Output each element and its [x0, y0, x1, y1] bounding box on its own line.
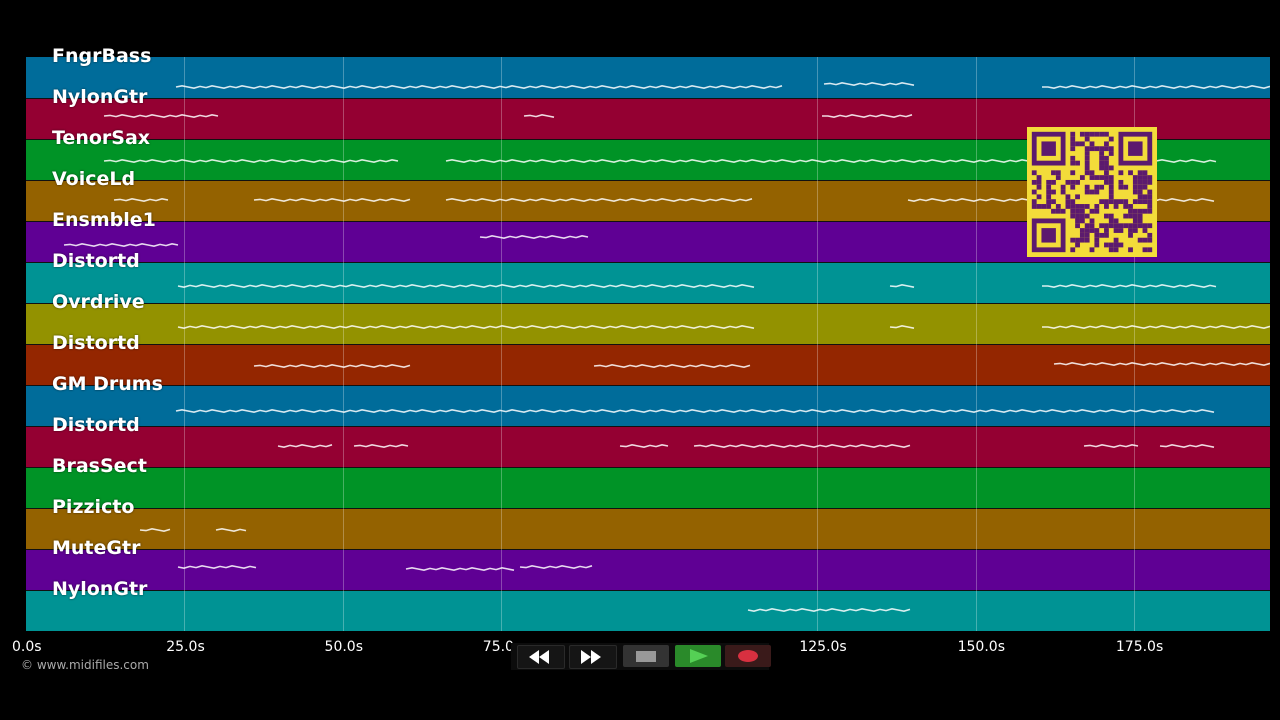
lane-divider [26, 549, 1270, 550]
play-button[interactable] [675, 645, 721, 667]
lane-divider [26, 467, 1270, 468]
note-segment [1042, 283, 1217, 289]
track-label: Pizzicto [52, 496, 135, 518]
lane-divider [26, 508, 1270, 509]
fast-forward-button[interactable] [569, 645, 617, 669]
grid-line [1133, 57, 1135, 631]
note-layer [63, 81, 1270, 613]
note-segment [1083, 443, 1139, 449]
note-segment [103, 113, 219, 119]
note-segment [277, 443, 333, 449]
note-segment [1042, 84, 1270, 90]
time-tick-label: 0.0s [12, 639, 42, 655]
track-lane [26, 303, 1270, 344]
note-segment [139, 527, 171, 533]
time-tick-label: 150.0s [957, 639, 1005, 655]
fast-forward-icon [581, 650, 601, 664]
record-button[interactable] [725, 645, 771, 667]
qr-code-icon [1027, 127, 1157, 257]
note-segment [889, 324, 915, 329]
note-segment [1159, 443, 1215, 449]
stop-icon [636, 651, 656, 662]
grid-line [817, 57, 819, 631]
track-label: BrasSect [52, 455, 147, 477]
note-segment [1155, 158, 1217, 164]
track-label: Ovrdrive [52, 291, 145, 313]
track-lane [26, 262, 1270, 303]
track-label: GM Drums [52, 373, 163, 395]
record-icon [738, 650, 758, 662]
grid-line [975, 57, 977, 631]
note-segment [693, 443, 911, 449]
note-segment [175, 408, 1215, 414]
note-segment [479, 234, 589, 240]
lane-divider [26, 344, 1270, 345]
note-segment [113, 197, 169, 203]
note-segment [253, 197, 411, 203]
lane-divider [26, 590, 1270, 591]
track-label: FngrBass [52, 45, 152, 67]
grid-line [500, 57, 502, 631]
track-label: NylonGtr [52, 86, 148, 108]
note-segment [177, 324, 755, 330]
track-lane [26, 590, 1270, 631]
note-segment [353, 443, 409, 449]
note-segment [445, 158, 1029, 164]
grid-line [184, 57, 186, 631]
track-label: Distortd [52, 414, 140, 436]
track-label: Distortd [52, 250, 140, 272]
lane-divider [26, 98, 1270, 99]
note-segment [215, 527, 247, 533]
track-label: Ensmble1 [52, 209, 156, 231]
track-lane [26, 57, 1270, 98]
note-segment [822, 113, 913, 119]
track-label: TenorSax [52, 127, 151, 149]
track-label: VoiceLd [52, 168, 136, 190]
grid-line [342, 57, 344, 631]
lane-divider [26, 385, 1270, 386]
time-tick-label: 175.0s [1115, 639, 1164, 655]
lane-divider [26, 139, 1270, 140]
lane-divider [26, 221, 1270, 222]
note-segment [889, 283, 915, 288]
note-segment [519, 564, 593, 570]
track-label: NylonGtr [52, 578, 148, 600]
lane-divider [26, 303, 1270, 304]
note-segment [523, 113, 555, 118]
play-icon [690, 649, 708, 663]
lane-divider [26, 180, 1270, 181]
note-segment [445, 197, 753, 203]
note-segment [177, 564, 257, 570]
lane-divider [26, 262, 1270, 263]
note-segment [747, 607, 911, 613]
track-lane [26, 385, 1270, 426]
time-tick-label: 125.0s [799, 639, 847, 655]
track-lane [26, 549, 1270, 590]
note-segment [253, 363, 411, 369]
track-lane [26, 467, 1270, 508]
note-segment [177, 283, 755, 289]
track-label: Distortd [52, 332, 140, 354]
note-segment [823, 81, 915, 87]
transport-controls [511, 643, 771, 670]
time-tick-label: 25.0s [166, 639, 205, 655]
note-segment [405, 566, 515, 572]
note-segment [593, 363, 751, 369]
note-segment [619, 443, 669, 449]
rewind-button[interactable] [517, 645, 565, 669]
copyright-text: © www.midifiles.com [21, 658, 149, 672]
note-segment [1053, 361, 1270, 367]
track-lane [26, 508, 1270, 549]
note-segment [175, 84, 783, 90]
note-segment [103, 158, 399, 164]
note-segment [1042, 324, 1270, 330]
stop-button[interactable] [623, 645, 669, 667]
track-label: MuteGtr [52, 537, 141, 559]
time-tick-label: 50.0s [324, 639, 363, 655]
lane-divider [26, 426, 1270, 427]
note-segment [63, 242, 179, 248]
rewind-icon [529, 650, 549, 664]
